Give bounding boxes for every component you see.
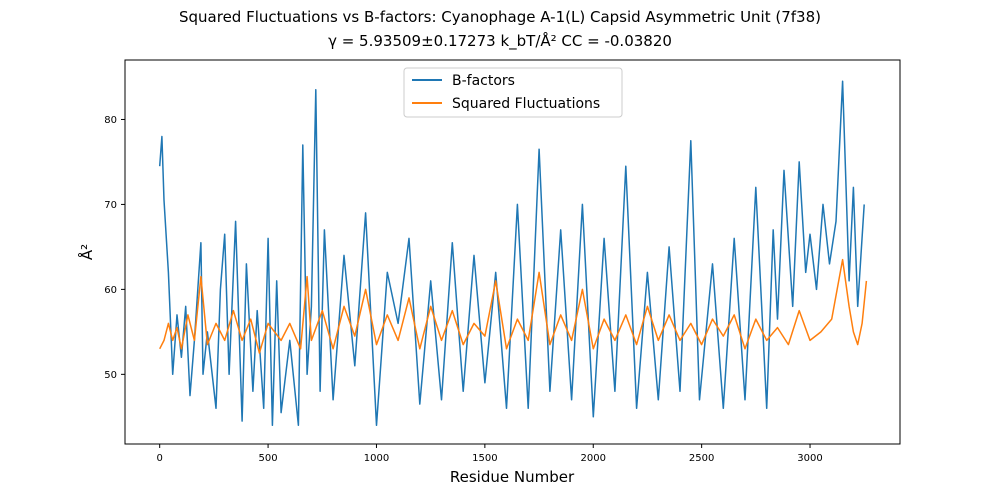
y-tick-label: 50 [104, 370, 117, 381]
x-tick-label: 1500 [472, 453, 497, 464]
x-tick-label: 500 [259, 453, 278, 464]
plot-area [124, 59, 901, 445]
y-tick-label: 60 [104, 285, 117, 296]
legend-label-b-factors: B-factors [452, 73, 515, 89]
x-tick-label: 1000 [364, 453, 389, 464]
series-line-b-factors [158, 80, 865, 427]
y-tick-label: 80 [104, 115, 117, 126]
x-tick-label: 3000 [797, 453, 822, 464]
y-tick-label: 70 [104, 200, 117, 211]
legend: B-factors Squared Fluctuations [403, 67, 623, 118]
chart-subtitle: γ = 5.93509±0.17273 k_bT/Å² CC = -0.0382… [328, 31, 672, 51]
x-axis-ticks: 0 500 1000 1500 2000 2500 3000 [156, 444, 823, 464]
x-tick-label: 2000 [581, 453, 606, 464]
y-axis-label: Å² [77, 244, 96, 260]
x-tick-label: 2500 [689, 453, 714, 464]
series-lines [158, 80, 868, 427]
x-tick-label: 0 [156, 453, 162, 464]
chart-title: Squared Fluctuations vs B-factors: Cyano… [179, 8, 821, 26]
series-line-squared-fluctuations [159, 258, 868, 354]
legend-label-squared-fluctuations: Squared Fluctuations [452, 96, 600, 112]
legend-box [403, 67, 623, 118]
y-axis-ticks: 50 60 70 80 [104, 115, 125, 381]
x-axis-label: Residue Number [450, 468, 575, 486]
